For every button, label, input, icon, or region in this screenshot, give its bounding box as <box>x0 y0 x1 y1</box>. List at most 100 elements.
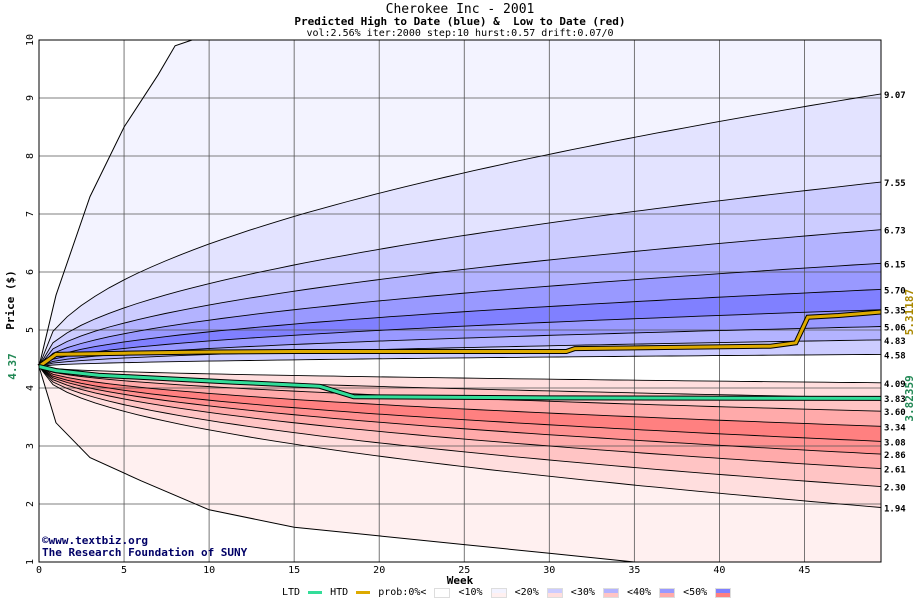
x-tick-label: 25 <box>458 565 470 576</box>
x-tick-label: 35 <box>628 565 640 576</box>
band-high-3 <box>39 229 881 367</box>
start-price-label: 4.37 <box>6 353 19 380</box>
band-high-5 <box>39 289 881 367</box>
end-value-label: 4.09 <box>884 380 906 390</box>
end-value-label: 3.83 <box>884 395 906 405</box>
band-low-4 <box>39 366 881 455</box>
legend-ltd-swatch <box>308 591 323 594</box>
x-axis-label: Week <box>447 574 474 587</box>
legend-htd-label: HTD <box>330 587 349 598</box>
quantile-high-line <box>38 181 882 367</box>
legend-swatch-30 <box>602 587 619 598</box>
end-value-labels: 9.07 7.55 6.73 6.15 5.70 5.35 5.06 4.83 4.58 4.09… <box>884 91 906 515</box>
quantile-low-line <box>38 366 882 508</box>
y-tick-label: 1 <box>25 559 36 565</box>
quantile-high-line <box>38 339 882 367</box>
envelope-lower-line <box>38 366 635 563</box>
quantile-low-line <box>38 366 882 470</box>
quantile-high-line <box>38 262 882 367</box>
quantile-high-line <box>38 93 882 367</box>
legend-50-label: <50% <box>683 587 708 598</box>
credit-organization: The Research Foundation of SUNY <box>42 546 248 559</box>
y-tick-label: 3 <box>25 443 36 449</box>
y-tick-label: 5 <box>25 327 36 333</box>
legend-20-label: <20% <box>514 587 539 598</box>
end-value-label: 3.34 <box>884 423 906 433</box>
legend-swatch-10 <box>490 587 507 598</box>
series-ltd-line <box>38 365 882 400</box>
envelope-upper-line <box>38 39 193 367</box>
legend-swatch-0 <box>434 587 451 598</box>
band-low-6 <box>39 366 881 487</box>
end-value-label: 5.70 <box>884 286 906 296</box>
quantile-low-line <box>38 366 882 488</box>
x-tick-label: 0 <box>36 565 42 576</box>
htd-end-label: 5.31187 <box>903 289 916 335</box>
x-tick-label: 20 <box>373 565 385 576</box>
end-value-label: 2.61 <box>884 466 906 476</box>
legend: LTD HTD prob:0%< <10% <20% <30% <40% <50… <box>282 587 733 599</box>
quantile-high-line <box>38 229 882 367</box>
end-value-label: 6.73 <box>884 227 906 237</box>
y-tick-label: 10 <box>25 34 36 46</box>
legend-30-label: <30% <box>570 587 595 598</box>
y-tick-label: 8 <box>25 153 36 159</box>
chart-subtitle: Predicted High to Date (blue) & Low to D… <box>294 15 626 28</box>
simulation-params: vol:2.56% iter:2000 step:10 hurst:0.57 d… <box>306 28 614 39</box>
legend-10-label: <10% <box>458 587 483 598</box>
legend-ltd-label: LTD <box>282 587 301 598</box>
end-value-label: 4.58 <box>884 351 906 361</box>
legend-htd-swatch <box>356 591 371 594</box>
end-value-label: 3.08 <box>884 438 906 448</box>
series-lines <box>37 309 882 401</box>
end-value-label: 4.83 <box>884 337 906 347</box>
band-high-1 <box>39 93 881 367</box>
legend-40-label: <40% <box>626 587 652 598</box>
quantile-low-line <box>38 366 882 384</box>
plot-border <box>38 39 882 563</box>
x-tick-label: 5 <box>121 565 127 576</box>
end-value-label: 5.35 <box>884 307 906 317</box>
chart-title: Cherokee Inc - 2001 <box>385 2 535 17</box>
quantile-low-line <box>38 366 882 455</box>
credit-website: ©www.textbiz.org <box>42 534 148 547</box>
x-tick-label: 40 <box>713 565 725 576</box>
ltd-end-label: 3.82359 <box>903 375 916 421</box>
y-tick-label: 7 <box>25 211 36 217</box>
end-value-label: 5.06 <box>884 324 906 334</box>
band-low-outer <box>39 366 881 562</box>
probability-bands <box>39 40 881 562</box>
y-tick-label: 2 <box>25 501 36 507</box>
end-value-label: 1.94 <box>884 504 906 514</box>
band-low-3 <box>39 366 881 442</box>
band-high-2 <box>39 182 881 367</box>
band-high-7 <box>39 326 881 367</box>
end-value-label: 7.55 <box>884 179 906 189</box>
quantile-low-line <box>38 366 882 442</box>
legend-swatch-50 <box>715 587 732 598</box>
x-tick-label: 30 <box>543 565 555 576</box>
y-axis-label: Price ($) <box>4 270 17 330</box>
quantile-low-line <box>38 366 882 427</box>
y-tick-label: 9 <box>25 95 36 101</box>
band-middle <box>39 354 881 383</box>
end-value-label: 2.30 <box>884 484 906 494</box>
series-htd-line <box>38 310 882 368</box>
y-tick-label: 4 <box>25 385 36 391</box>
y-axis-ticks: 1 2 3 4 5 6 7 8 9 10 <box>25 34 36 565</box>
band-high-4 <box>39 263 881 367</box>
end-value-label: 3.60 <box>884 408 906 418</box>
band-low-0 <box>39 366 881 398</box>
band-low-2 <box>39 366 881 427</box>
quantile-high-line <box>38 353 882 367</box>
band-low-5 <box>39 366 881 469</box>
y-tick-label: 6 <box>25 269 36 275</box>
band-low-7 <box>39 366 881 508</box>
quantile-high-line <box>38 288 882 367</box>
end-value-label: 2.86 <box>884 451 906 461</box>
legend-prob-label: prob:0%< <box>378 587 427 598</box>
end-value-label: 9.07 <box>884 91 906 101</box>
band-high-0 <box>39 40 881 367</box>
legend-swatch-40 <box>659 587 676 598</box>
